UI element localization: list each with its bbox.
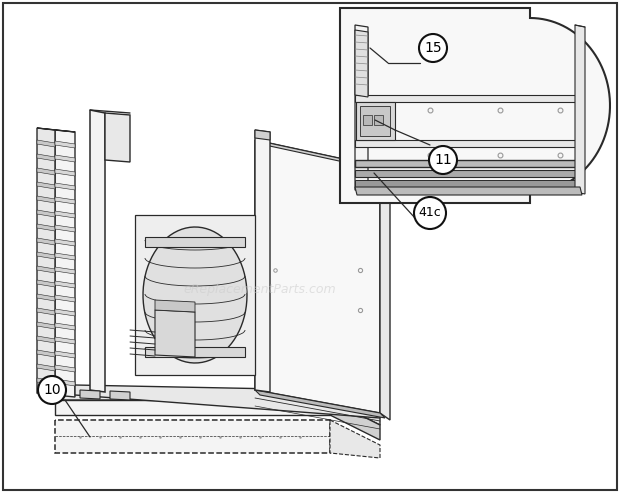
Text: 15: 15 [424,41,442,55]
Polygon shape [37,196,55,203]
Polygon shape [363,115,372,125]
Polygon shape [37,128,55,395]
Polygon shape [330,420,380,458]
Polygon shape [55,225,75,232]
Polygon shape [37,140,55,147]
Polygon shape [37,378,55,385]
Polygon shape [55,420,330,453]
Polygon shape [135,215,255,375]
Polygon shape [255,140,380,413]
Circle shape [419,34,447,62]
Polygon shape [55,253,75,260]
Polygon shape [355,160,580,167]
Polygon shape [355,95,580,102]
Polygon shape [37,294,55,301]
Polygon shape [37,238,55,245]
Polygon shape [330,400,380,440]
Polygon shape [105,113,130,162]
Polygon shape [380,167,390,420]
Polygon shape [55,309,75,316]
Polygon shape [55,351,75,358]
Text: 10: 10 [43,383,61,397]
Polygon shape [37,168,55,175]
Polygon shape [55,365,75,372]
Circle shape [429,146,457,174]
Polygon shape [355,25,368,192]
Text: 41c: 41c [418,207,441,219]
Polygon shape [55,197,75,204]
Polygon shape [37,128,75,132]
Polygon shape [55,239,75,246]
Polygon shape [37,336,55,343]
Polygon shape [355,170,580,177]
Polygon shape [37,322,55,329]
Polygon shape [355,187,582,195]
Polygon shape [255,390,385,418]
Polygon shape [37,350,55,357]
Text: eReplacementParts.com: eReplacementParts.com [184,283,336,296]
Polygon shape [55,323,75,330]
Polygon shape [37,210,55,217]
Polygon shape [55,267,75,274]
Polygon shape [255,140,390,172]
Polygon shape [37,364,55,371]
Polygon shape [355,30,368,97]
Polygon shape [55,400,330,415]
Polygon shape [145,237,245,247]
Polygon shape [255,130,270,140]
Polygon shape [55,183,75,190]
Polygon shape [360,106,390,136]
Polygon shape [155,300,195,312]
Polygon shape [355,140,580,147]
Polygon shape [575,25,585,194]
Text: 11: 11 [434,153,452,167]
Polygon shape [110,391,130,400]
Polygon shape [37,308,55,315]
Polygon shape [37,154,55,161]
Polygon shape [356,102,395,140]
Polygon shape [55,130,75,397]
Polygon shape [55,141,75,148]
Polygon shape [37,280,55,287]
Polygon shape [55,169,75,176]
Circle shape [38,376,66,404]
Polygon shape [255,130,270,392]
Polygon shape [37,252,55,259]
Polygon shape [55,295,75,302]
Polygon shape [90,110,105,392]
Polygon shape [374,115,383,125]
Polygon shape [55,379,75,386]
Polygon shape [55,337,75,344]
Polygon shape [55,281,75,288]
Polygon shape [145,347,245,357]
Polygon shape [55,390,380,425]
Polygon shape [155,310,195,357]
Polygon shape [75,385,380,418]
Polygon shape [80,390,100,399]
Polygon shape [37,224,55,231]
Polygon shape [340,8,610,203]
Polygon shape [143,227,247,363]
Polygon shape [37,182,55,189]
Circle shape [414,197,446,229]
Polygon shape [37,266,55,273]
Polygon shape [355,180,580,187]
Polygon shape [55,211,75,218]
Polygon shape [55,155,75,162]
